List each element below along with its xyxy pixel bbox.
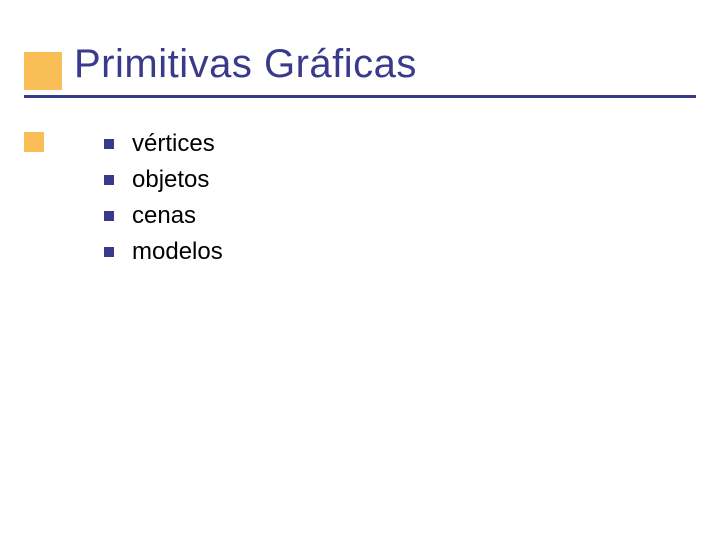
title-underline — [24, 95, 696, 98]
accent-block-top — [24, 52, 62, 90]
bullet-marker-icon — [104, 139, 114, 149]
bullet-text: objetos — [132, 166, 209, 194]
bullet-list: vértices objetos cenas modelos — [104, 130, 223, 274]
bullet-marker-icon — [104, 175, 114, 185]
list-item: modelos — [104, 238, 223, 266]
bullet-text: vértices — [132, 130, 215, 158]
list-item: vértices — [104, 130, 223, 158]
slide-title: Primitivas Gráficas — [74, 42, 417, 87]
bullet-text: cenas — [132, 202, 196, 230]
accent-block-small — [24, 132, 44, 152]
bullet-text: modelos — [132, 238, 223, 266]
bullet-marker-icon — [104, 211, 114, 221]
list-item: objetos — [104, 166, 223, 194]
list-item: cenas — [104, 202, 223, 230]
bullet-marker-icon — [104, 247, 114, 257]
